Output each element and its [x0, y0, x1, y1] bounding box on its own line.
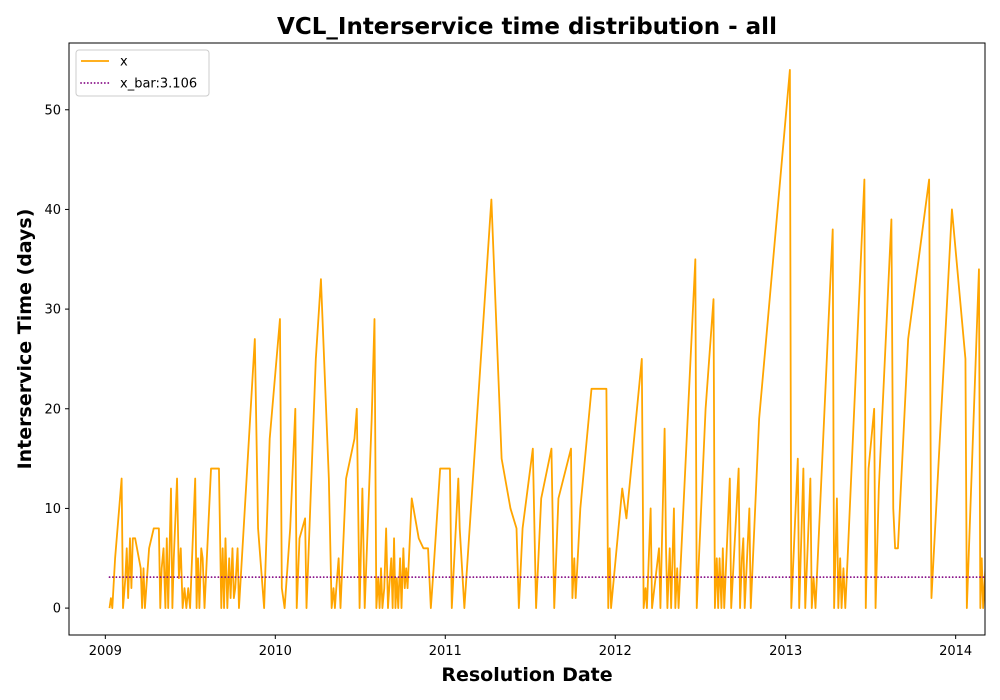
y-tick-label: 20 [44, 402, 61, 417]
x-tick-label: 2014 [939, 644, 972, 659]
y-tick-label: 30 [44, 303, 61, 318]
y-tick-label: 50 [44, 103, 61, 118]
series-line-x [108, 69, 985, 609]
axis-ticks: 2009 2010 2011 2012 2013 2014 0 10 20 30 40 50 [44, 103, 972, 659]
legend-label: x [120, 55, 128, 70]
x-tick-label: 2012 [599, 644, 632, 659]
y-axis-label: Interservice Time (days) [14, 209, 36, 470]
y-tick-label: 10 [44, 502, 61, 517]
x-tick-label: 2013 [769, 644, 802, 659]
plot-area [108, 69, 985, 609]
x-axis-label: Resolution Date [441, 664, 612, 686]
y-tick-label: 0 [53, 602, 61, 617]
y-tick-label: 40 [44, 203, 61, 218]
chart-title: VCL_Interservice time distribution - all [277, 14, 777, 40]
legend-box [75, 49, 210, 97]
x-tick-label: 2009 [89, 644, 122, 659]
plot-frame [68, 42, 986, 636]
legend-label: x_bar:3.106 [120, 77, 197, 92]
x-tick-label: 2011 [429, 644, 462, 659]
x-tick-label: 2010 [259, 644, 292, 659]
legend: x x_bar:3.106 [75, 49, 210, 97]
